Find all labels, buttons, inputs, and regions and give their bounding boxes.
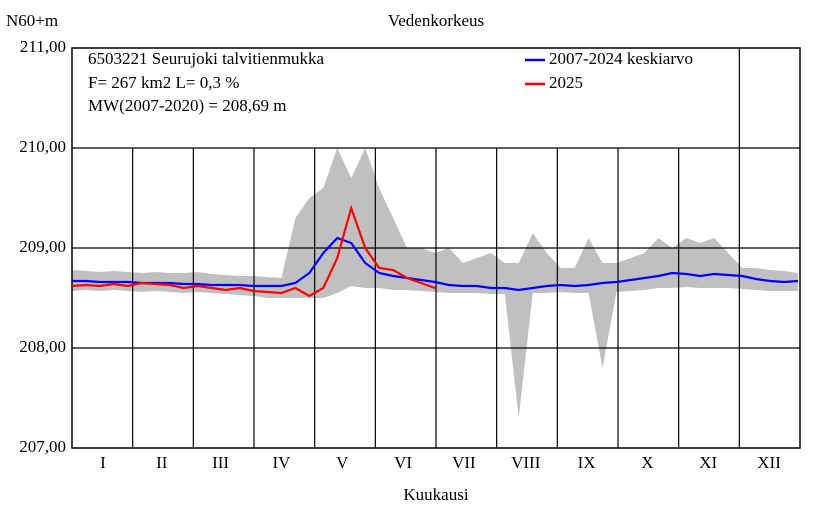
x-tick-label: III	[212, 453, 229, 472]
y-tick-label: 210,00	[19, 137, 66, 156]
annotation: MW(2007-2020) = 208,69 m	[88, 96, 286, 115]
y-axis-label: N60+m	[6, 11, 58, 30]
x-tick-label: X	[641, 453, 653, 472]
x-tick-label: IX	[578, 453, 596, 472]
x-tick-label: VII	[452, 453, 476, 472]
x-tick-label: I	[100, 453, 106, 472]
y-tick-label: 209,00	[19, 237, 66, 256]
y-tick-label: 207,00	[19, 437, 66, 456]
legend-label: 2007-2024 keskiarvo	[549, 49, 693, 68]
annotation: 6503221 Seurujoki talvitienmukka	[88, 49, 325, 68]
chart-title: Vedenkorkeus	[388, 11, 484, 30]
x-tick-label: IV	[272, 453, 291, 472]
x-tick-label: XI	[699, 453, 717, 472]
legend-label: 2025	[549, 73, 583, 92]
x-axis-label: Kuukausi	[403, 485, 468, 504]
x-tick-label: VIII	[511, 453, 541, 472]
series-line	[72, 236, 799, 292]
x-tick-label: II	[156, 453, 168, 472]
annotation: F= 267 km2 L= 0,3 %	[88, 73, 239, 92]
y-tick-label: 208,00	[19, 337, 66, 356]
series-line	[71, 204, 436, 298]
x-tick-label: VI	[394, 453, 412, 472]
x-tick-label: XII	[757, 453, 781, 472]
x-tick-label: V	[336, 453, 349, 472]
y-tick-label: 211,00	[20, 37, 66, 56]
